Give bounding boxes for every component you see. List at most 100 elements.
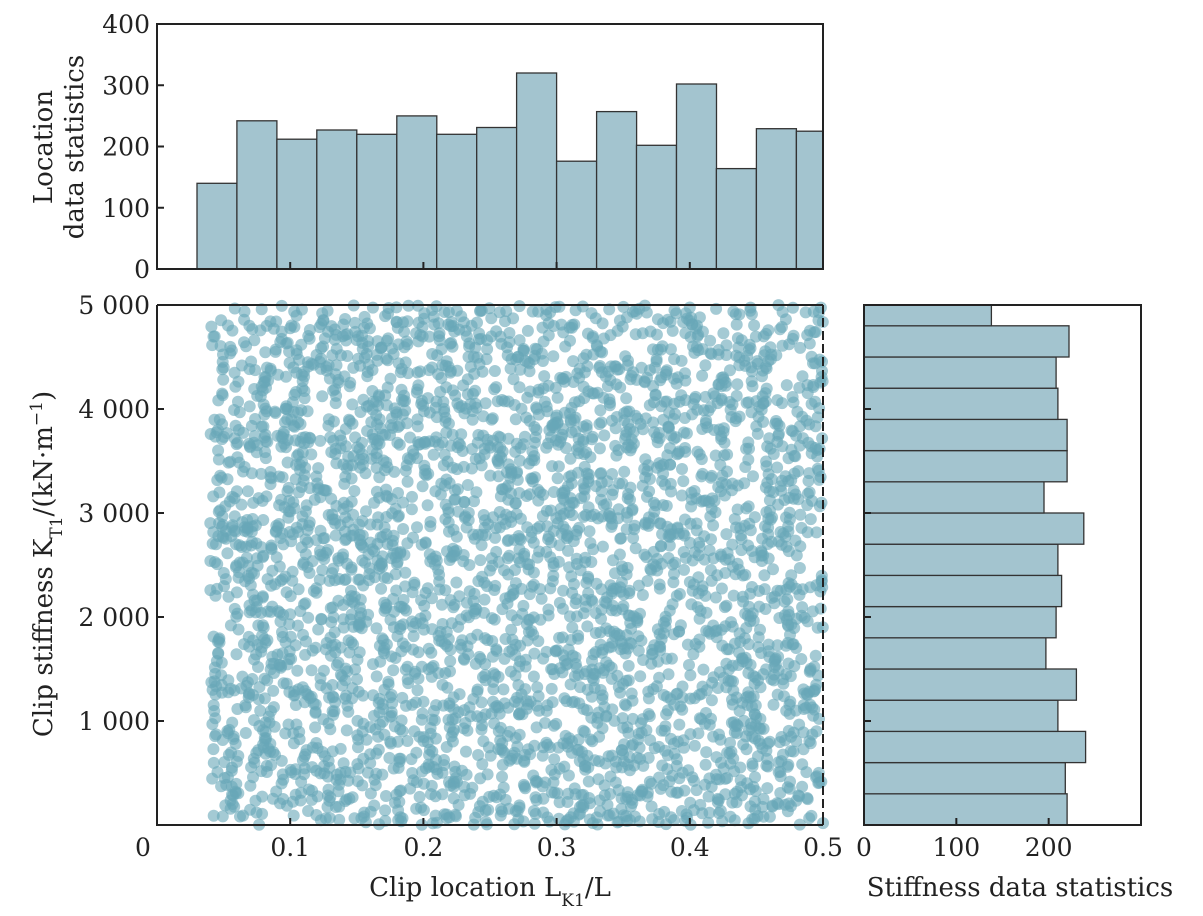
scatter-point [694,604,707,617]
scatter-point [647,683,660,696]
scatter-point [300,688,313,701]
scatter-point [492,470,505,483]
scatter-point [412,646,425,659]
scatter-point [436,598,448,611]
scatter-point [587,543,600,556]
scatter-point [299,548,312,561]
scatter-x-tick-label: 0.3 [537,833,577,862]
scatter-point [717,327,730,340]
scatter-point [545,682,558,695]
scatter-point [698,530,711,543]
scatter-point [695,495,708,508]
scatter-point [572,733,585,746]
scatter-point [757,792,770,805]
scatter-point [740,622,753,634]
scatter-point [653,426,666,439]
scatter-point [384,735,397,748]
scatter-point [317,532,330,545]
scatter-point [357,393,370,406]
scatter-point [239,727,252,739]
scatter-point [245,419,258,432]
scatter-point [299,533,312,546]
scatter-point [475,696,488,709]
scatter-point [809,420,822,433]
scatter-point [800,766,813,779]
scatter-point [551,644,564,657]
scatter-point [242,691,255,704]
stiffness-histogram-bar [863,668,1078,701]
scatter-point [651,436,664,449]
scatter-point [261,605,274,618]
scatter-point [783,506,796,519]
top-y-tick-label: 100 [102,194,150,223]
scatter-point [645,657,658,670]
scatter-point [590,811,603,824]
scatter-point [349,663,362,676]
scatter-point [537,792,550,805]
scatter-point [793,562,806,574]
scatter-point [693,633,706,646]
scatter-point [759,520,771,533]
scatter-point [260,766,273,778]
scatter-point [809,357,822,370]
scatter-point [671,687,684,700]
scatter-point [636,589,649,601]
scatter-point [742,686,755,699]
scatter-point [444,643,457,656]
scatter-point [485,552,498,565]
scatter-point [683,659,695,671]
scatter-point [514,512,527,525]
scatter-point [523,414,536,427]
scatter-point [754,623,766,636]
location-histogram-bar [236,120,278,270]
top-y-tick-label: 200 [102,133,150,162]
scatter-point [765,591,778,604]
scatter-point [361,317,374,330]
scatter-point [265,472,278,485]
scatter-point [801,526,814,539]
scatter-point [697,663,710,676]
scatter-point [292,486,305,499]
scatter-point [207,743,220,756]
location-histogram-bar [436,133,478,270]
scatter-point [558,486,571,499]
scatter-point [475,539,488,552]
scatter-point [233,456,246,469]
scatter-point [462,648,475,661]
scatter-point [700,624,713,637]
scatter-point [762,552,775,565]
scatter-point [247,588,259,601]
scatter-point [721,746,734,759]
scatter-point [302,611,315,624]
scatter-point [318,332,331,345]
scatter-point [577,380,590,393]
scatter-point [382,332,395,345]
scatter-point [206,718,219,731]
scatter-point [445,336,458,349]
scatter-point [622,418,635,431]
scatter-point [276,631,289,643]
scatter-point [509,497,522,510]
scatter-point [810,526,823,539]
scatter-point [256,629,269,642]
scatter-point [476,758,489,771]
scatter-point [248,653,261,666]
scatter-point [548,421,561,434]
scatter-point [293,725,306,738]
scatter-point [518,754,530,767]
scatter-point [774,765,787,778]
scatter-point [230,777,243,790]
scatter-point [540,545,553,558]
scatter-point [720,528,733,541]
scatter-point [612,444,625,457]
scatter-point [379,814,392,827]
scatter-point [657,779,670,792]
scatter-point [451,463,463,476]
scatter-point [326,679,339,691]
scatter-point [695,470,708,483]
scatter-point [208,413,221,426]
scatter-point [421,582,434,595]
scatter-point [812,766,825,779]
scatter-point [685,598,698,611]
scatter-point [332,785,345,798]
